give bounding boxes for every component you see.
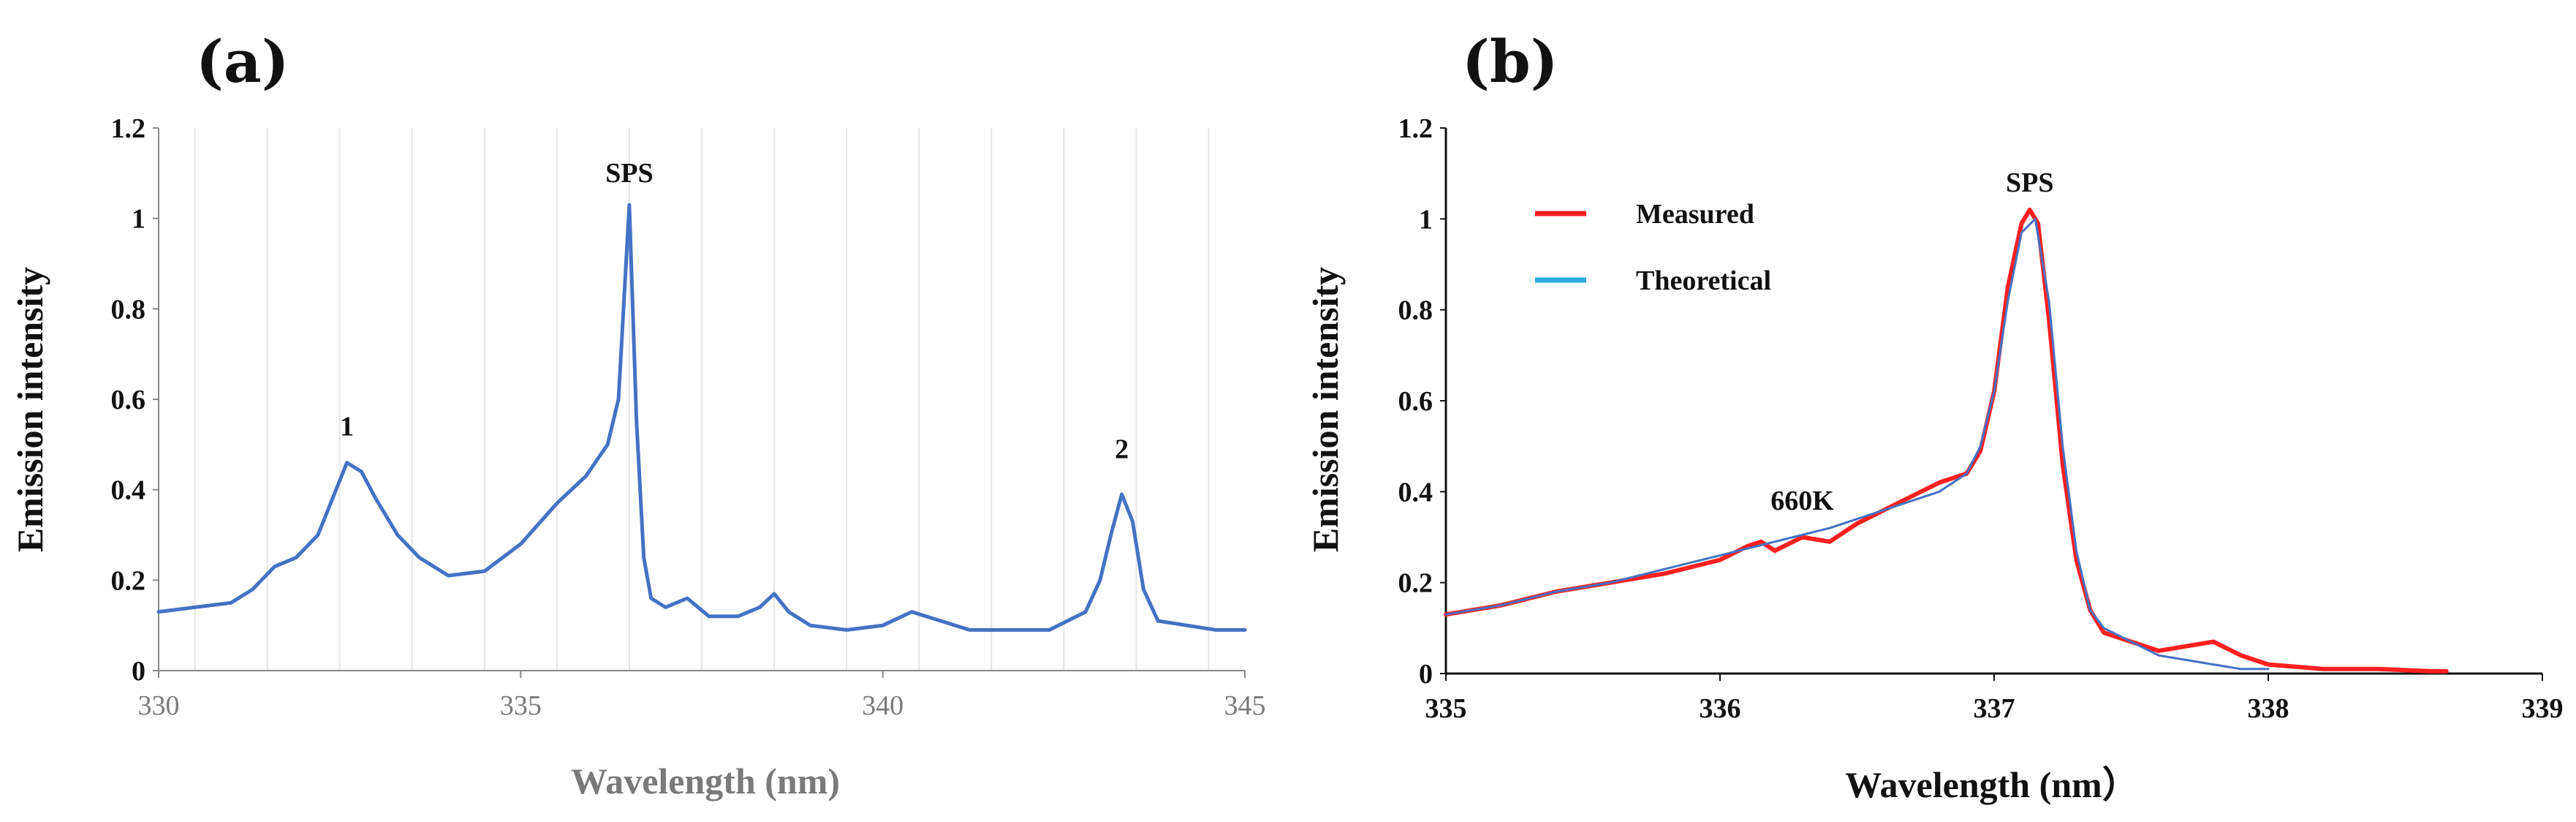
y-tick-label: 0.8 [111, 294, 146, 325]
series-line-measured [1444, 207, 2449, 674]
y-tick-label: 1 [132, 204, 145, 235]
panel-a-x-tick-labels: 330 335 340 345 [138, 671, 1266, 721]
x-tick-label: 335 [500, 690, 542, 721]
y-tick-label: 0.4 [1398, 477, 1433, 508]
series-line-spectrum [156, 203, 1247, 632]
legend-label-measured: Measured [1636, 199, 1754, 230]
panel-a-annotations: 1 SPS 2 [340, 158, 1129, 464]
panel-b-y-tick-labels: 0 0.2 0.4 0.6 0.8 1 1.2 [1398, 113, 1446, 690]
x-tick-label: 345 [1224, 690, 1266, 721]
x-tick-label: 340 [862, 690, 904, 721]
panel-b: (b) 0 0.2 0.4 0.6 0.8 1 1.2 335 336 337 338 339 SP… [1305, 27, 2564, 805]
annotation-label: SPS [605, 158, 653, 189]
panel-b-annotations: SPS 660K [1770, 167, 2053, 516]
x-tick-label: 338 [2248, 693, 2289, 724]
panel-a-x-axis-label: Wavelength (nm) [571, 761, 840, 802]
panel-b-x-axis-label: Wavelength (nm） [1845, 764, 2138, 805]
y-tick-label: 1 [1419, 204, 1433, 235]
panel-a-y-tick-labels: 0 0.2 0.4 0.6 0.8 1 1.2 [111, 113, 159, 687]
panel-b-x-tick-labels: 335 336 337 338 339 [1425, 674, 2564, 724]
x-tick-label: 337 [1974, 693, 2015, 724]
panel-b-label: (b) [1462, 27, 1558, 96]
panel-b-legend: Measured Theoretical [1535, 199, 1771, 296]
y-tick-label: 0 [1419, 659, 1433, 690]
series-line-theoretical [1444, 217, 2270, 671]
y-tick-label: 0.8 [1398, 295, 1433, 326]
y-tick-label: 0.2 [1398, 568, 1433, 599]
panel-b-series [1444, 207, 2449, 674]
y-tick-label: 1.2 [1398, 113, 1433, 144]
annotation-label: SPS [2006, 167, 2053, 198]
annotation-label: 1 [340, 411, 354, 442]
x-tick-label: 335 [1425, 693, 1467, 724]
y-tick-label: 1.2 [111, 113, 146, 144]
y-tick-label: 0.6 [1398, 386, 1433, 417]
x-tick-label: 336 [1700, 693, 1741, 724]
y-tick-label: 0.4 [111, 475, 146, 506]
y-tick-label: 0 [132, 656, 145, 687]
y-tick-label: 0.2 [111, 565, 146, 596]
panel-a-gridlines [194, 128, 1210, 671]
x-tick-label: 339 [2522, 693, 2564, 724]
y-tick-label: 0.6 [111, 385, 146, 415]
legend-label-theoretical: Theoretical [1636, 265, 1771, 296]
panel-a: (a) 0 0.2 0.4 0.6 0.8 1 1.2 330 335 340 345 1 SPS 2… [10, 27, 1266, 802]
panel-a-y-axis-label: Emission intensity [10, 267, 50, 552]
panel-a-label: (a) [196, 27, 289, 96]
annotation-label: 660K [1770, 486, 1834, 516]
x-tick-label: 330 [138, 690, 180, 721]
annotation-label: 2 [1115, 434, 1129, 464]
panel-a-series [156, 203, 1247, 632]
panel-b-y-axis-label: Emission intensity [1305, 267, 1346, 552]
